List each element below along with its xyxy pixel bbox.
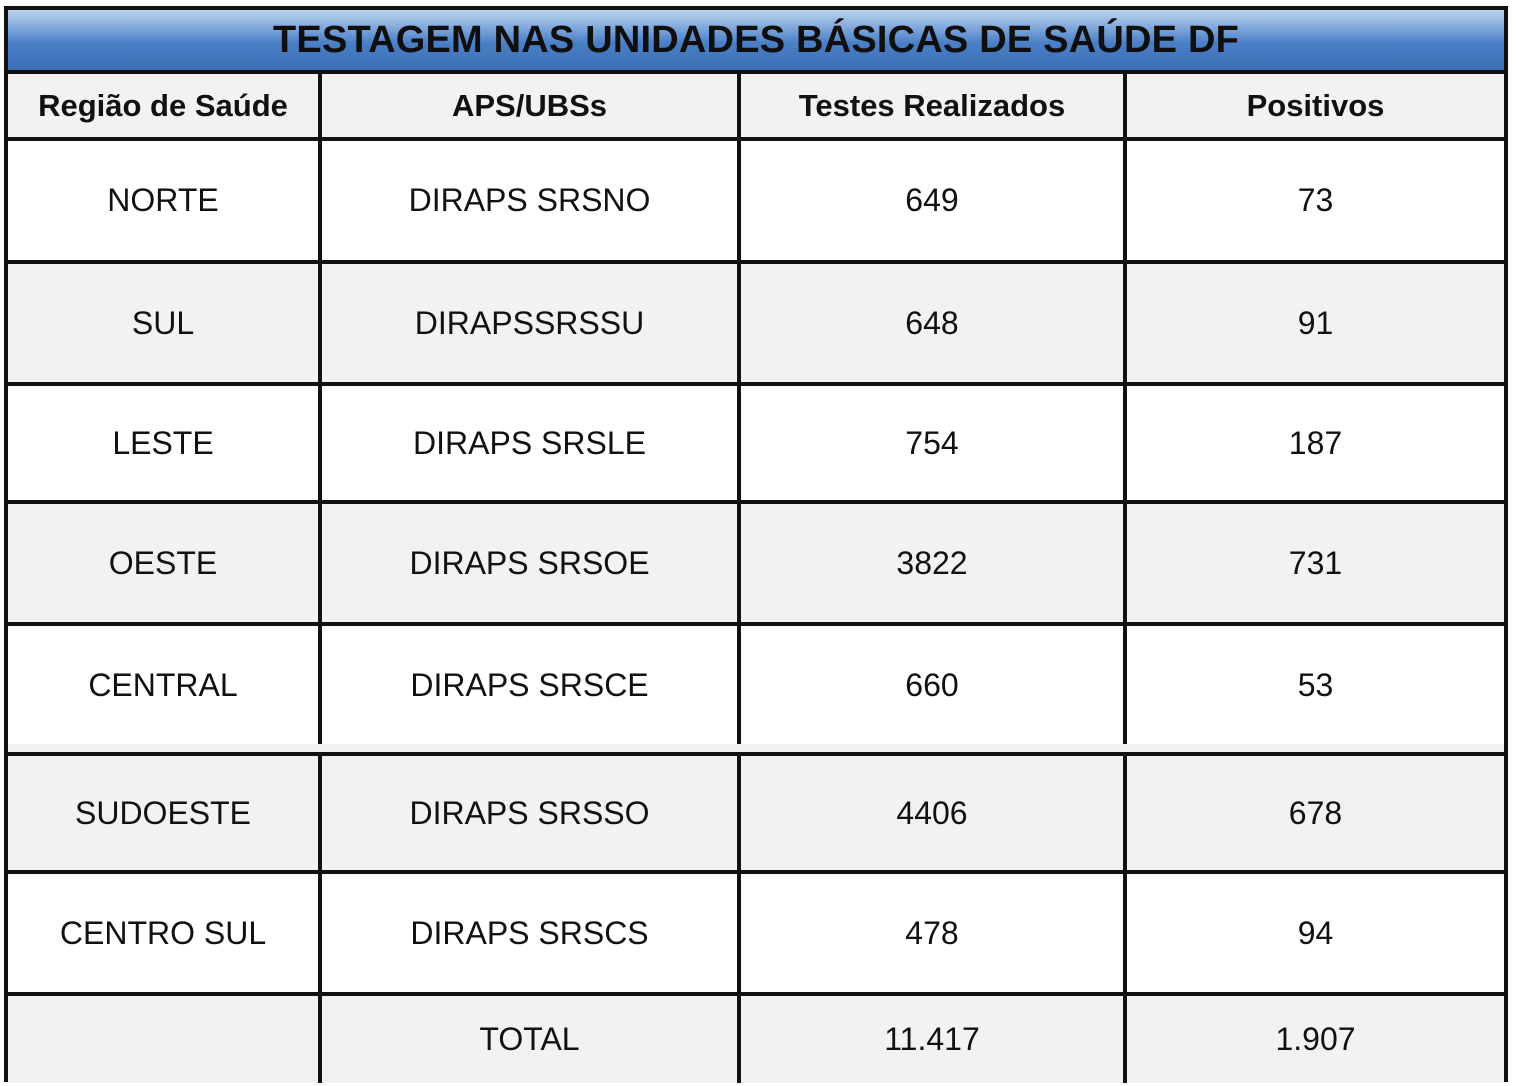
table-row: SUL DIRAPSSRSSU 648 91	[8, 264, 1504, 386]
table-title: TESTAGEM NAS UNIDADES BÁSICAS DE SAÚDE D…	[272, 18, 1239, 61]
table-row: NORTE DIRAPS SRSNO 649 73	[8, 141, 1504, 264]
cell-positivos: 91	[1297, 304, 1334, 341]
cell-regiao: SUDOESTE	[8, 756, 322, 870]
table-row: LESTE DIRAPS SRSLE 754 187	[8, 386, 1504, 504]
cell-testes: 660	[741, 626, 1127, 744]
total-regiao-cell	[8, 996, 322, 1083]
data-table: Região de Saúde APS/UBSs Testes Realizad…	[8, 74, 1504, 1083]
total-testes: 11.417	[741, 996, 1127, 1083]
cell-aps: DIRAPS SRSOE	[322, 504, 741, 622]
cell-positivos: 94	[1297, 914, 1334, 951]
column-header-positivos: Positivos	[1246, 87, 1385, 123]
cell-aps: DIRAPSSRSSU	[322, 264, 741, 382]
total-positivos: 1.907	[1275, 1021, 1356, 1057]
cell-positivos: 731	[1288, 544, 1343, 581]
table-row: SUDOESTE DIRAPS SRSSO 4406 678	[8, 752, 1504, 874]
cell-regiao: CENTRO SUL	[8, 874, 322, 992]
cell-testes: 478	[741, 874, 1127, 992]
cell-aps: DIRAPS SRSCS	[322, 874, 741, 992]
cell-testes: 649	[741, 141, 1127, 260]
cell-positivos: 53	[1297, 666, 1334, 703]
cell-positivos: 73	[1297, 182, 1334, 218]
column-header-aps: APS/UBSs	[322, 74, 741, 137]
cell-testes: 754	[741, 386, 1127, 500]
cell-testes: 3822	[741, 504, 1127, 622]
table-header-row: Região de Saúde APS/UBSs Testes Realizad…	[8, 74, 1504, 141]
table-title-bar: TESTAGEM NAS UNIDADES BÁSICAS DE SAÚDE D…	[8, 10, 1504, 74]
cell-testes: 648	[741, 264, 1127, 382]
cell-regiao: SUL	[8, 264, 322, 382]
cell-aps: DIRAPS SRSSO	[322, 756, 741, 870]
table-row: OESTE DIRAPS SRSOE 3822 731	[8, 504, 1504, 626]
cell-regiao: OESTE	[8, 504, 322, 622]
table-row: CENTRO SUL DIRAPS SRSCS 478 94	[8, 874, 1504, 996]
cell-positivos: 678	[1288, 794, 1343, 831]
column-header-testes: Testes Realizados	[741, 74, 1127, 137]
cell-aps: DIRAPS SRSCE	[322, 626, 741, 744]
table-total-row: TOTAL 11.417 1.907	[8, 996, 1504, 1083]
table-frame: TESTAGEM NAS UNIDADES BÁSICAS DE SAÚDE D…	[4, 6, 1508, 1083]
cell-aps: DIRAPS SRSLE	[322, 386, 741, 500]
cell-positivos: 187	[1288, 424, 1343, 461]
total-label: TOTAL	[322, 996, 741, 1083]
cell-regiao: LESTE	[8, 386, 322, 500]
column-header-regiao: Região de Saúde	[8, 74, 322, 137]
table-row: CENTRAL DIRAPS SRSCE 660 53	[8, 626, 1504, 752]
cell-regiao: NORTE	[8, 141, 322, 260]
cell-regiao: CENTRAL	[8, 626, 322, 744]
cell-testes: 4406	[741, 756, 1127, 870]
cell-aps: DIRAPS SRSNO	[322, 141, 741, 260]
